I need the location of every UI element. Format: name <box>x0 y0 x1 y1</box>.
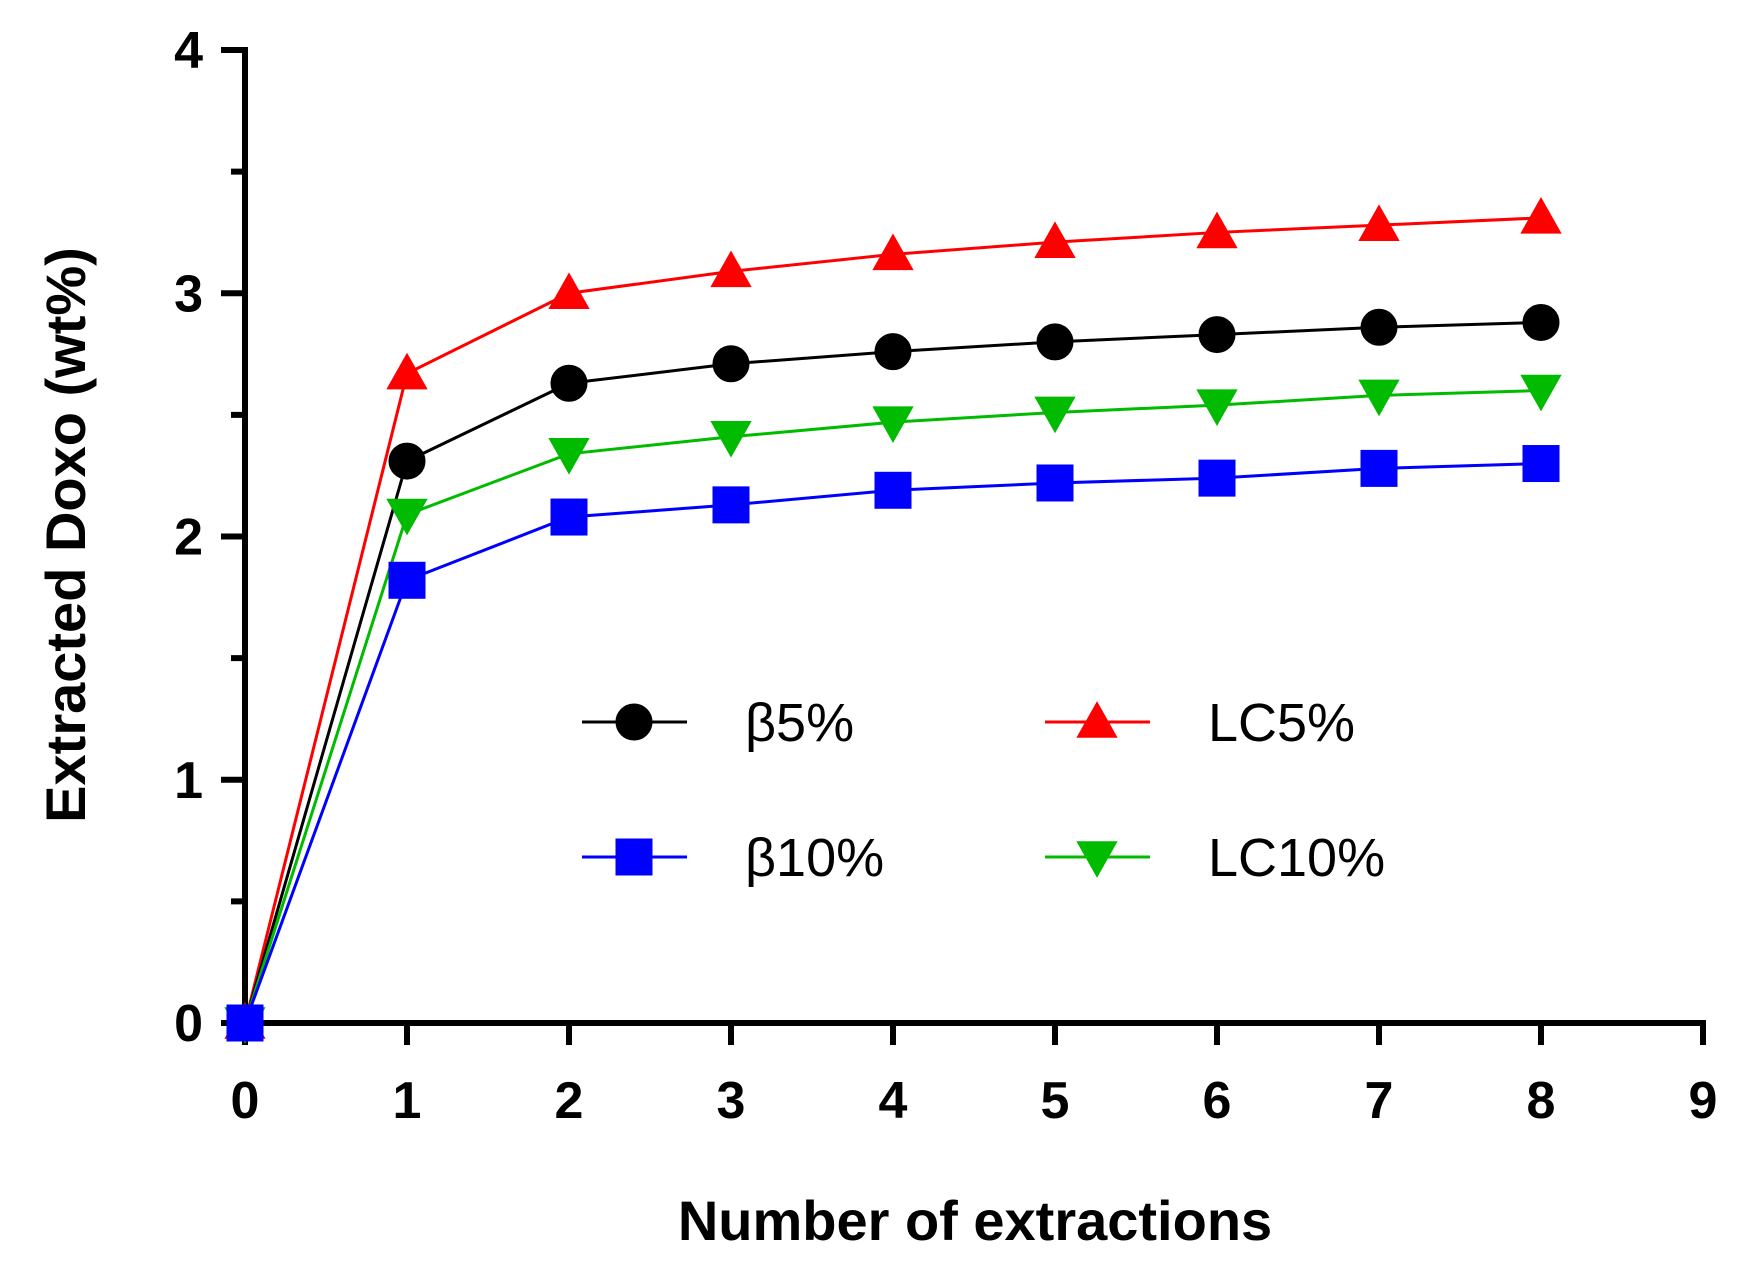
data-point <box>1198 459 1236 497</box>
data-point <box>874 471 912 509</box>
legend-item: LC10% <box>1045 828 1385 888</box>
data-point <box>1036 464 1074 502</box>
data-point <box>874 333 912 371</box>
series-1 <box>224 197 1562 1039</box>
data-point <box>548 437 590 475</box>
legend-label: LC10% <box>1208 828 1385 888</box>
x-tick-label: 7 <box>1365 1072 1394 1130</box>
x-tick-label: 0 <box>231 1072 260 1130</box>
axes: 0 1 2 3 4 5 6 7 8 9 0 1 2 3 4 <box>174 22 1717 1130</box>
data-point <box>872 406 914 443</box>
data-point <box>1036 323 1074 361</box>
data-point <box>1522 445 1560 483</box>
data-point <box>1034 396 1076 434</box>
x-tick-label: 2 <box>555 1072 584 1130</box>
y-tick-label: 2 <box>174 509 203 567</box>
data-point <box>1360 308 1398 346</box>
y-tick-label: 0 <box>174 995 203 1053</box>
data-point <box>550 364 588 402</box>
legend-marker <box>615 703 653 741</box>
series-layer <box>224 197 1562 1044</box>
y-tick-label: 3 <box>174 265 203 323</box>
legend: β5% LC5% β10% LC10% <box>582 693 1385 888</box>
data-point <box>1520 374 1562 412</box>
data-point <box>1196 211 1238 249</box>
series-2 <box>226 445 1560 1042</box>
legend-label: β5% <box>745 693 854 753</box>
data-point <box>710 420 752 458</box>
data-point <box>1520 197 1562 234</box>
legend-marker <box>615 838 653 876</box>
series-0 <box>226 303 1560 1042</box>
data-point <box>712 345 750 383</box>
data-point <box>386 498 428 536</box>
x-tick-label: 9 <box>1689 1072 1718 1130</box>
legend-marker <box>1076 701 1118 738</box>
legend-label: β10% <box>745 828 884 888</box>
x-tick-label: 6 <box>1203 1072 1232 1130</box>
y-tick-label: 4 <box>174 22 203 80</box>
x-tick-label: 3 <box>717 1072 746 1130</box>
data-point <box>1358 379 1400 417</box>
legend-item: β10% <box>582 828 884 888</box>
data-point <box>1360 449 1398 487</box>
x-tick-label: 8 <box>1527 1072 1556 1130</box>
series-3 <box>224 374 1562 1044</box>
data-point <box>1034 221 1076 258</box>
data-point <box>872 233 914 271</box>
data-point <box>386 352 428 390</box>
legend-label: LC5% <box>1208 693 1355 753</box>
legend-item: LC5% <box>1045 693 1355 753</box>
data-point <box>710 250 752 288</box>
x-tick-label: 1 <box>393 1072 422 1130</box>
data-point <box>1358 204 1400 241</box>
data-point <box>226 1004 264 1042</box>
data-point <box>712 486 750 524</box>
data-point <box>550 498 588 536</box>
data-point <box>1196 389 1238 426</box>
y-tick-label: 1 <box>174 752 203 810</box>
legend-item: β5% <box>582 693 854 753</box>
x-axis-title: Number of extractions <box>678 1189 1272 1252</box>
x-tick-label: 4 <box>879 1072 908 1130</box>
x-tick-label: 5 <box>1041 1072 1070 1130</box>
legend-marker <box>1076 841 1118 878</box>
y-axis-title: Extracted Doxo (wt%) <box>34 247 97 823</box>
data-point <box>1198 316 1236 354</box>
data-point <box>388 442 426 480</box>
data-point <box>548 272 590 310</box>
data-point <box>1522 303 1560 341</box>
data-point <box>388 561 426 599</box>
